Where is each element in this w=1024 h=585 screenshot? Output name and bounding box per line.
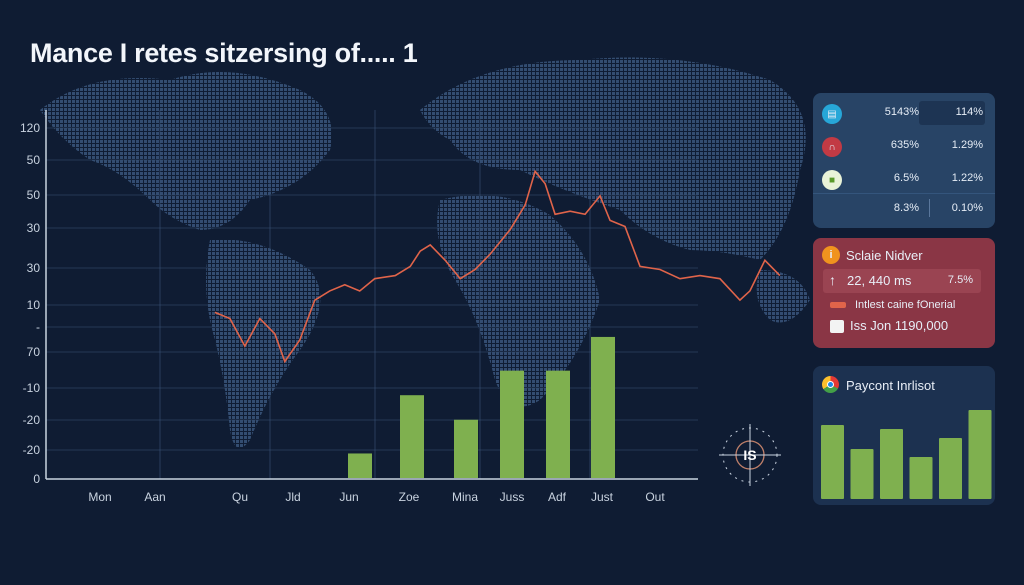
mini-bar (880, 429, 903, 499)
y-tick-label: - (36, 320, 40, 334)
x-tick-label: Aan (144, 490, 165, 504)
x-tick-label: Zoe (399, 490, 420, 504)
stats-row: ■ 6.5% 1.22% (813, 164, 995, 194)
mini-bar (850, 449, 874, 499)
y-tick-label: 30 (27, 261, 41, 275)
stats-row: ∩ 635% 1.29% (813, 131, 995, 161)
line-series (214, 169, 781, 364)
mini-bar-chart (821, 410, 992, 499)
alert-metric: ↑ 22, 440 ms 7.5% (823, 269, 981, 293)
x-tick-label: Jun (339, 490, 358, 504)
stat-change: 114% (955, 106, 983, 118)
card-icon: ■ (822, 170, 842, 190)
alert-legend: Intlest caine fOnerial (855, 299, 956, 311)
mini-bar (821, 425, 844, 499)
stat-change: 1.22% (951, 172, 983, 184)
alert-title: Sclaie Nidver (846, 248, 923, 263)
chrome-icon (822, 376, 839, 393)
x-tick-label: Adf (548, 490, 567, 504)
y-tick-label: -20 (23, 413, 41, 427)
briefcase-icon (830, 320, 844, 333)
mini-chart-panel: Paycont Inrlisot (813, 366, 995, 505)
stats-row: 8.3% 0.10% (813, 193, 995, 223)
bar-adf (546, 370, 570, 478)
stats-panel: ▤ 5143% 114% ∩ 635% 1.29% ■ 6.5% 1.22% 8… (813, 93, 995, 228)
stat-change: 0.10% (951, 202, 983, 214)
bar-just (591, 336, 615, 478)
bar-mina (454, 419, 478, 478)
world-map-background (40, 57, 810, 448)
bar-jun (348, 453, 372, 478)
stat-value: 8.3% (893, 202, 919, 214)
alert-pct: 7.5% (947, 274, 973, 286)
alert-footer: Iss Jon 1190,000 (850, 318, 949, 333)
y-tick-label: 10 (27, 298, 41, 312)
stat-value: 5143% (884, 106, 919, 118)
bar-zoe (400, 395, 424, 478)
alert-value: 22, 440 ms (847, 273, 912, 288)
y-tick-label: 0 (33, 472, 40, 486)
alert-panel: i Sclaie Nidver ↑ 22, 440 ms 7.5% Intles… (813, 238, 995, 348)
stat-change: 1.29% (951, 139, 983, 151)
bar-juss (500, 370, 524, 478)
stat-value: 6.5% (893, 172, 919, 184)
y-tick-label: -20 (23, 443, 41, 457)
info-icon: i (822, 246, 840, 264)
arch-icon: ∩ (822, 137, 842, 157)
x-tick-label: Mina (452, 490, 478, 504)
stat-value: 635% (890, 139, 919, 151)
mini-bar (909, 457, 933, 499)
y-tick-label: 70 (27, 345, 41, 359)
is-badge-icon: IS (719, 424, 781, 486)
x-tick-label: Jld (285, 490, 300, 504)
x-tick-label: Juss (500, 490, 525, 504)
page-title: Mance I retes sitzersing of..... 1 (30, 38, 418, 68)
x-tick-label: Just (591, 490, 614, 504)
svg-text:IS: IS (743, 447, 756, 463)
x-tick-label: Qu (232, 490, 248, 504)
y-tick-label: 120 (20, 121, 40, 135)
y-tick-label: 50 (27, 153, 41, 167)
legend-swatch (830, 302, 846, 308)
y-tick-label: 30 (27, 221, 41, 235)
mini-chart-title: Paycont Inrlisot (846, 378, 935, 393)
mini-bar (939, 438, 962, 499)
stats-row: ▤ 5143% 114% (813, 98, 995, 128)
y-tick-label: -10 (23, 381, 41, 395)
x-tick-label: Out (645, 490, 665, 504)
calendar-icon: ▤ (822, 104, 842, 124)
y-tick-label: 50 (27, 188, 41, 202)
mini-bar (968, 410, 992, 499)
x-tick-label: Mon (88, 490, 111, 504)
arrow-up-icon: ↑ (829, 272, 836, 288)
